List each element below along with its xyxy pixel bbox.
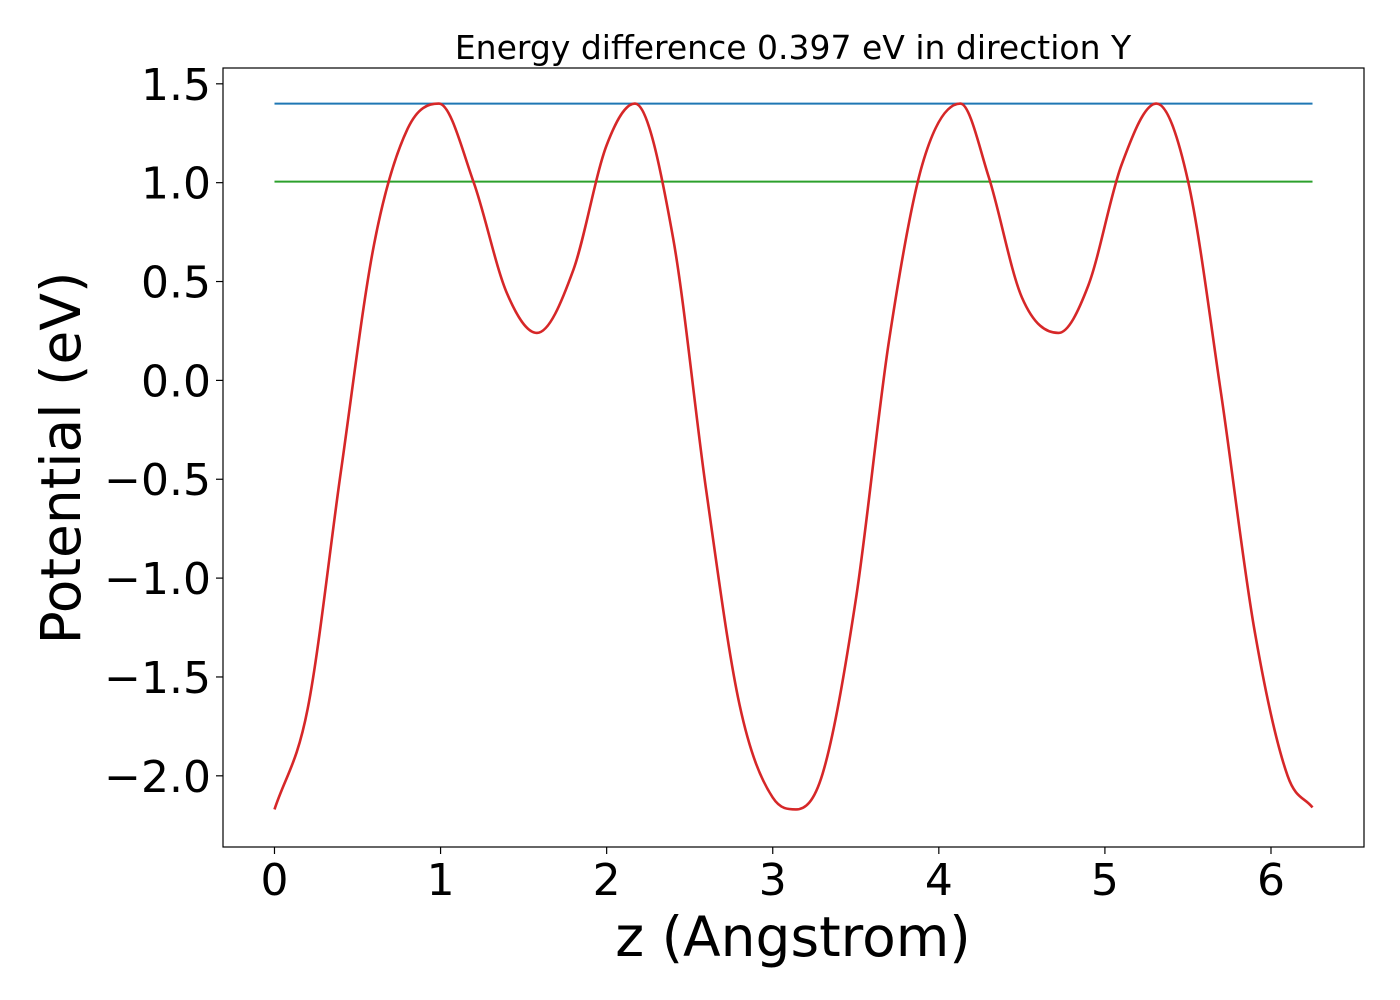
x-tick-label: 5 <box>1091 855 1119 906</box>
x-tick-label: 2 <box>593 855 621 906</box>
y-tick-label: 0.5 <box>141 258 211 309</box>
y-tick-label: −1.5 <box>104 653 211 704</box>
x-tick-label: 0 <box>260 855 288 906</box>
x-tick-label: 1 <box>427 855 455 906</box>
tick-layer: 0 1 2 3 4 5 6 1.5 1.0 0.5 0.0 −0.5 −1.0 −1.5 −2.0 <box>104 60 1285 906</box>
plot-frame <box>222 67 1365 848</box>
y-tick-label: −1.0 <box>104 554 211 605</box>
plot-layer <box>273 102 1314 811</box>
series-line-3 <box>273 102 1314 811</box>
x-tick-label: 4 <box>925 855 953 906</box>
x-axis-title: z (Angstrom) <box>615 905 971 969</box>
chart-title: Energy difference 0.397 eV in direction … <box>455 28 1132 67</box>
y-tick-label: 1.0 <box>141 159 211 210</box>
y-tick-label: −2.0 <box>104 752 211 803</box>
y-tick-label: 0.0 <box>141 356 211 407</box>
y-tick-label: −0.5 <box>104 455 211 506</box>
x-tick-label: 6 <box>1257 855 1285 906</box>
y-tick-label: 1.5 <box>141 60 211 111</box>
x-tick-label: 3 <box>759 855 787 906</box>
y-axis-title: Potential (eV) <box>29 272 93 645</box>
